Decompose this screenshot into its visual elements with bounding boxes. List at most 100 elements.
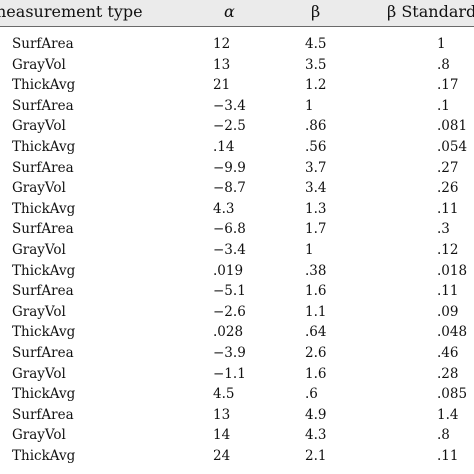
cell-measurement-type: ThickAvg [12,386,76,403]
cell-alpha: 14 [213,427,231,444]
cell-beta: .6 [305,386,318,403]
cell-beta-standard: .11 [437,200,459,217]
table-row: SurfArea −3.9 2.6 .46 [0,343,474,364]
cell-beta: 1 [305,97,314,114]
cell-measurement-type: SurfArea [12,283,74,300]
table-row: ThickAvg 21 1.2 .17 [0,75,474,96]
cell-measurement-type: GrayVol [12,118,66,135]
cell-alpha: 4.5 [213,386,235,403]
cell-measurement-type: ThickAvg [12,77,76,94]
cell-beta: 3.5 [305,56,327,73]
cell-measurement-type: SurfArea [12,159,74,176]
cell-measurement-type: SurfArea [12,221,74,238]
cell-beta: 4.5 [305,36,327,52]
cell-alpha: .019 [213,262,244,279]
cell-alpha: 24 [213,447,231,464]
table-row: GrayVol −2.5 .86 .081 [0,116,474,137]
header-beta-standard: β Standard [387,2,474,21]
table-row: SurfArea −3.4 1 .1 [0,96,474,117]
cell-measurement-type: GrayVol [12,365,66,382]
cell-alpha: −2.6 [213,303,246,320]
cell-alpha: −2.5 [213,118,246,135]
cell-beta: 1.7 [305,221,327,238]
cell-beta: 1.3 [305,200,327,217]
header-rule [0,26,474,27]
table-row: SurfArea 12 4.5 1 [0,34,474,55]
cell-beta-standard: .054 [437,138,468,155]
table-row: ThickAvg .14 .56 .054 [0,137,474,158]
cell-beta: 1.6 [305,283,327,300]
cell-alpha: −6.8 [213,221,246,238]
cell-measurement-type: SurfArea [12,406,74,423]
header-measurement-type: neasurement type [0,2,143,21]
table-row: SurfArea −6.8 1.7 .3 [0,219,474,240]
cell-beta-standard: .018 [437,262,468,279]
cell-beta: 4.9 [305,406,327,423]
cell-alpha: 4.3 [213,200,235,217]
cell-beta-standard: .11 [437,283,459,300]
cell-measurement-type: GrayVol [12,56,66,73]
header-alpha: α [224,2,235,21]
table-row: GrayVol −3.4 1 .12 [0,240,474,261]
cell-beta-standard: .28 [437,365,459,382]
cell-beta: 2.6 [305,344,327,361]
cell-beta: 1 [305,241,314,258]
cell-measurement-type: SurfArea [12,36,74,52]
table-row: ThickAvg 4.3 1.3 .11 [0,199,474,220]
table-row: ThickAvg .028 .64 .048 [0,322,474,343]
table-row: GrayVol 14 4.3 .8 [0,425,474,446]
cell-beta: 1.1 [305,303,327,320]
table-row: GrayVol 13 3.5 .8 [0,55,474,76]
cell-beta-standard: .27 [437,159,459,176]
cell-beta: 1.2 [305,77,327,94]
cell-measurement-type: GrayVol [12,427,66,444]
header-beta: β [311,2,321,21]
cell-alpha: −3.4 [213,97,246,114]
cell-beta-standard: .11 [437,447,459,464]
cell-beta-standard: 1 [437,36,446,52]
cell-alpha: −9.9 [213,159,246,176]
cell-alpha: −1.1 [213,365,246,382]
cell-measurement-type: ThickAvg [12,262,76,279]
cell-beta: .38 [305,262,327,279]
table-row: GrayVol −2.6 1.1 .09 [0,302,474,323]
table-row: SurfArea 13 4.9 1.4 [0,405,474,426]
cell-alpha: −5.1 [213,283,246,300]
cell-alpha: −3.4 [213,241,246,258]
cell-beta: 3.4 [305,180,327,197]
cell-alpha: 12 [213,36,231,52]
cell-beta: 1.6 [305,365,327,382]
cell-beta-standard: .1 [437,97,450,114]
cell-beta-standard: .17 [437,77,459,94]
cell-beta: 4.3 [305,427,327,444]
cell-beta-standard: .081 [437,118,468,135]
cell-beta-standard: .8 [437,56,450,73]
cell-measurement-type: ThickAvg [12,138,76,155]
table-row: ThickAvg 4.5 .6 .085 [0,384,474,405]
table-header: neasurement type α β β Standard [0,0,474,26]
cell-beta-standard: .085 [437,386,468,403]
cell-alpha: .14 [213,138,235,155]
cell-measurement-type: ThickAvg [12,447,76,464]
cell-beta: 2.1 [305,447,327,464]
table-row: GrayVol −1.1 1.6 .28 [0,364,474,385]
cell-measurement-type: SurfArea [12,344,74,361]
cell-measurement-type: GrayVol [12,180,66,197]
cell-measurement-type: SurfArea [12,97,74,114]
cell-measurement-type: ThickAvg [12,324,76,341]
table-row: SurfArea −5.1 1.6 .11 [0,281,474,302]
table-row: SurfArea −9.9 3.7 .27 [0,158,474,179]
cell-measurement-type: GrayVol [12,241,66,258]
cell-beta: 3.7 [305,159,327,176]
cell-beta-standard: .048 [437,324,468,341]
cell-beta-standard: .8 [437,427,450,444]
cell-measurement-type: GrayVol [12,303,66,320]
cell-alpha: 21 [213,77,231,94]
cell-beta-standard: .12 [437,241,459,258]
cell-beta-standard: .09 [437,303,459,320]
cell-measurement-type: ThickAvg [12,200,76,217]
cell-alpha: 13 [213,406,231,423]
cell-alpha: −3.9 [213,344,246,361]
cell-beta: .56 [305,138,327,155]
